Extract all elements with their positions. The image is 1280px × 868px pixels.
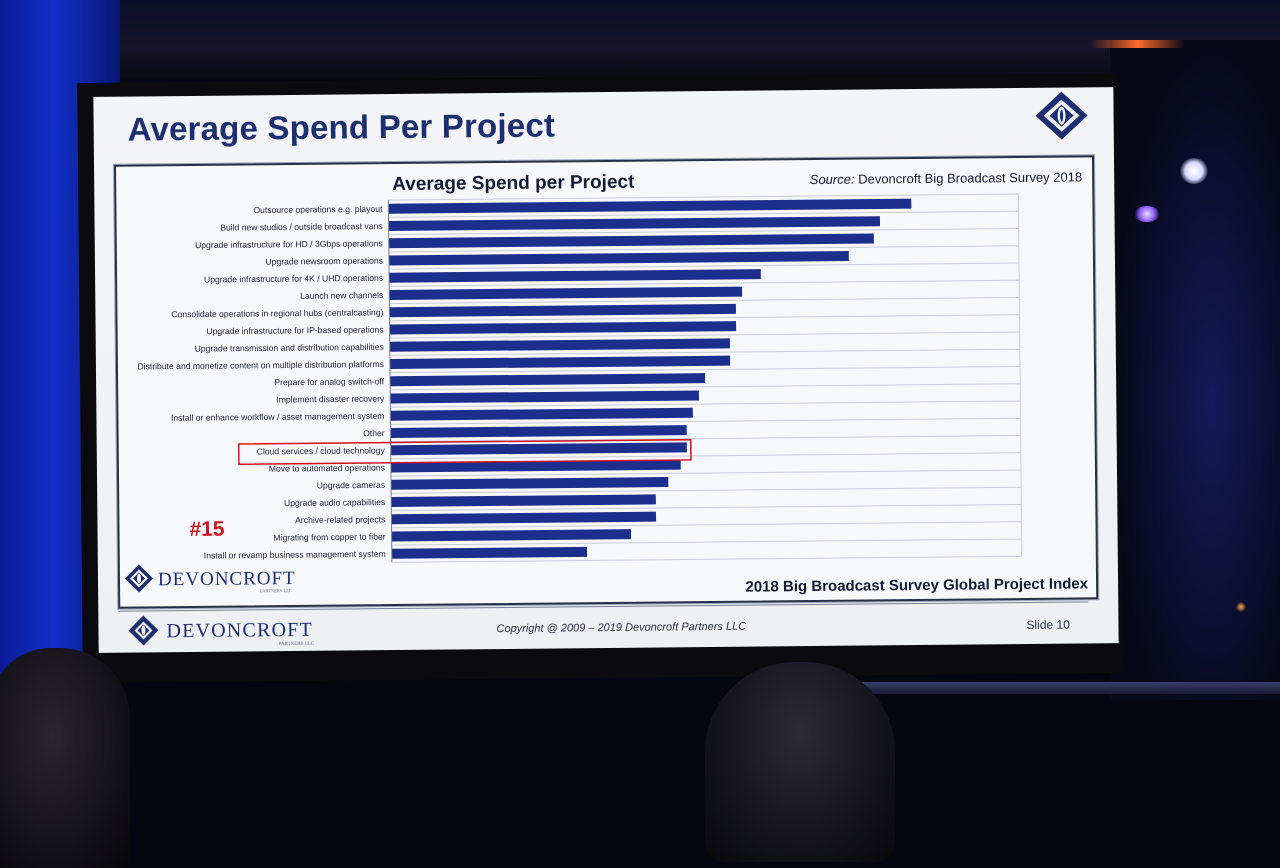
category-label: Upgrade cameras [317, 480, 385, 491]
plot-right-border [1017, 194, 1023, 557]
chart-logo-wordmark: DEVONCROFT [158, 568, 296, 590]
bar [389, 321, 737, 335]
category-label: Install or enhance workflow / asset mana… [171, 411, 385, 423]
category-label: Other [363, 428, 385, 438]
category-label: Upgrade newsroom operations [265, 256, 383, 267]
audience-member-head [0, 648, 130, 868]
gridline [391, 538, 1022, 546]
category-label: Install or revamp business management sy… [204, 549, 386, 561]
gridline [389, 331, 1020, 339]
bar [391, 511, 657, 525]
gridline [391, 521, 1022, 529]
stage-spotlight [1180, 158, 1208, 184]
category-label: Launch new channels [300, 290, 383, 301]
gridline [389, 279, 1020, 287]
copyright-text: Copyright @ 2009 – 2019 Devoncroft Partn… [496, 620, 747, 636]
footer-logo-wordmark: DEVONCROFT [166, 619, 313, 642]
highlight-box [237, 438, 692, 466]
presentation-slide: Average Spend Per Project Average Spend … [93, 87, 1119, 653]
category-label: Migrating from copper to fiber [273, 531, 385, 542]
category-label: Upgrade transmission and distribution ca… [195, 342, 384, 354]
stage-light-strip [1090, 40, 1185, 48]
gridline [389, 262, 1019, 270]
bar [391, 494, 656, 507]
gridline [390, 417, 1021, 425]
bar [391, 546, 588, 559]
category-label: Cloud services / cloud technology [257, 445, 386, 456]
gridline [389, 297, 1020, 305]
bar [389, 269, 761, 283]
gridline [390, 400, 1021, 408]
stage-spotlight [1236, 602, 1246, 612]
footer-logo-subtitle: PARTNERS LLC [279, 642, 315, 647]
stage-spotlight [1134, 206, 1160, 222]
devoncroft-chart-logo: DEVONCROFT PARTNERS LLC [124, 564, 296, 593]
category-label: Upgrade audio capabilities [284, 497, 385, 508]
bar [390, 373, 706, 387]
category-label: Upgrade infrastructure for IP-based oper… [206, 325, 383, 337]
bar [389, 286, 743, 300]
gridline [388, 228, 1019, 236]
category-label: Outsource operations e.g. playout [253, 204, 383, 215]
category-label: Consolidate operations in regional hubs … [171, 307, 383, 319]
category-label: Implement disaster recovery [276, 393, 385, 404]
gridline [388, 245, 1019, 253]
venue-ceiling [0, 0, 1280, 78]
chart-footer-title: 2018 Big Broadcast Survey Global Project… [745, 575, 1089, 596]
highlight-rank-label: #15 [189, 517, 225, 542]
bar [391, 477, 669, 490]
gridline [390, 366, 1020, 374]
bar [389, 338, 730, 352]
bar [390, 442, 687, 456]
gridline [391, 555, 1022, 563]
bar [389, 355, 731, 369]
gridline [389, 348, 1020, 356]
devoncroft-footer-logo: DEVONCROFT PARTNERS LLC [128, 615, 315, 647]
category-label: Move to automated operations [269, 463, 385, 474]
category-label: Distribute and monetize content on multi… [137, 359, 384, 371]
chart-panel: Average Spend per Project Source: Devonc… [114, 155, 1099, 609]
stage-edge [860, 682, 1280, 694]
bar [391, 529, 632, 542]
devoncroft-logo-icon [128, 615, 159, 646]
gridline [390, 435, 1021, 443]
bar [389, 303, 736, 318]
bar [390, 390, 699, 404]
gridline [388, 193, 1019, 201]
category-label: Archive-related projects [295, 514, 385, 525]
category-label: Prepare for analog switch-off [274, 376, 384, 387]
gridline [390, 383, 1021, 391]
bar [388, 198, 912, 214]
gridline [388, 210, 1019, 218]
y-axis [387, 200, 393, 563]
bar [388, 216, 881, 231]
audience-member-head [705, 662, 895, 862]
gridline [391, 504, 1022, 512]
gridline [391, 469, 1021, 477]
devoncroft-logo-icon [124, 564, 153, 593]
gridline [389, 314, 1020, 322]
slide-title: Average Spend Per Project [127, 106, 556, 148]
bar [388, 251, 849, 266]
chart-logo-subtitle: PARTNERS LLC [260, 588, 292, 593]
bar [390, 407, 693, 421]
category-label: Upgrade infrastructure for HD / 3Gbps op… [195, 238, 383, 250]
category-label: Upgrade infrastructure for 4K / UHD oper… [204, 273, 383, 285]
bar [388, 233, 874, 249]
devoncroft-logo-icon [1035, 91, 1088, 140]
category-label: Build new studios / outside broadcast va… [220, 221, 383, 233]
venue-right-wall [1110, 40, 1280, 700]
gridline [390, 452, 1021, 460]
bar-chart: Outsource operations e.g. playout Build n… [137, 193, 1023, 563]
bar [390, 425, 687, 438]
gridline [391, 486, 1022, 494]
slide-number: Slide 10 [1026, 617, 1070, 632]
